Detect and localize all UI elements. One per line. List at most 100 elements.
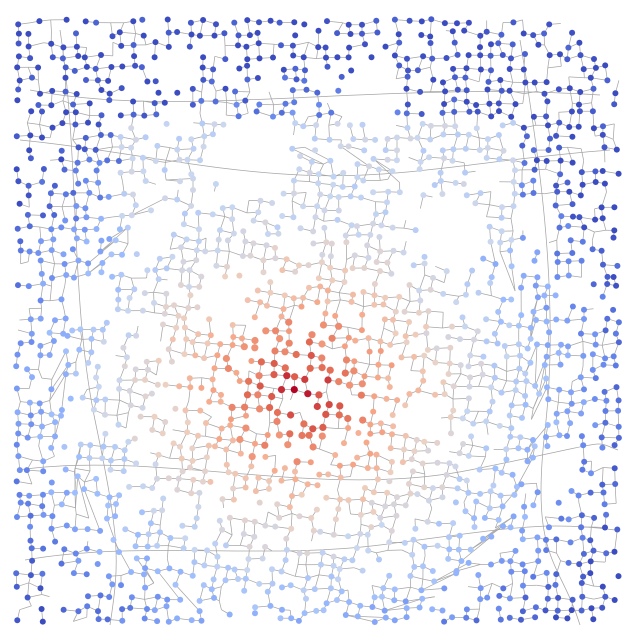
- street-node: [517, 352, 523, 359]
- street-node: [462, 291, 469, 298]
- street-node: [569, 596, 576, 603]
- street-node: [210, 387, 217, 394]
- street-node: [14, 514, 20, 520]
- street-node: [27, 412, 34, 419]
- street-node: [370, 220, 377, 227]
- street-node: [543, 434, 549, 440]
- street-node: [587, 489, 594, 496]
- street-node: [93, 167, 100, 174]
- street-node: [462, 169, 469, 176]
- street-node: [245, 556, 252, 562]
- street-node: [374, 476, 381, 483]
- street-node: [177, 596, 184, 603]
- street-node: [14, 409, 21, 416]
- street-node: [290, 52, 297, 59]
- street-edge: [41, 594, 50, 597]
- street-node: [314, 299, 321, 306]
- street-node: [29, 74, 35, 81]
- street-node: [602, 524, 608, 531]
- street-node: [208, 586, 215, 593]
- street-node: [166, 565, 173, 572]
- street-node: [254, 391, 262, 399]
- street-node: [232, 88, 239, 95]
- street-node: [451, 96, 458, 103]
- street-node: [181, 351, 188, 358]
- street-node: [315, 44, 322, 51]
- street-node: [307, 459, 314, 466]
- street-node: [383, 395, 390, 402]
- street-node: [187, 292, 194, 299]
- street-node: [423, 323, 430, 330]
- street-node: [130, 191, 136, 198]
- street-node: [315, 391, 323, 399]
- street-node: [578, 433, 585, 440]
- street-node: [266, 478, 273, 484]
- street-node: [236, 65, 243, 72]
- street-node: [189, 101, 196, 108]
- street-node: [209, 211, 216, 218]
- street-node: [129, 155, 136, 162]
- street-node: [97, 132, 104, 138]
- street-node: [473, 102, 480, 108]
- street-node: [128, 594, 135, 601]
- street-node: [483, 418, 490, 425]
- street-node: [388, 458, 395, 465]
- street-node: [410, 262, 417, 269]
- street-node: [523, 133, 530, 140]
- street-node: [394, 134, 400, 141]
- street-node: [99, 455, 106, 462]
- street-node: [355, 231, 362, 238]
- street-node: [535, 41, 542, 48]
- street-node: [450, 65, 457, 72]
- street-node: [144, 555, 150, 562]
- street-node: [98, 87, 105, 93]
- street-node: [184, 156, 191, 163]
- street-node: [354, 454, 361, 461]
- street-node: [121, 190, 128, 197]
- street-node: [334, 216, 341, 223]
- street-node: [483, 445, 490, 452]
- street-node: [229, 204, 236, 211]
- street-node: [38, 606, 45, 612]
- street-node: [552, 202, 559, 209]
- street-node: [199, 64, 206, 71]
- street-node: [557, 171, 564, 178]
- street-node: [484, 86, 491, 93]
- street-node: [266, 404, 274, 412]
- street-node: [95, 179, 102, 186]
- street-node: [377, 348, 384, 354]
- street-node: [515, 341, 522, 348]
- street-node: [289, 493, 295, 499]
- street-node: [92, 65, 99, 72]
- street-node: [255, 209, 262, 216]
- street-node: [108, 64, 115, 70]
- street-node: [255, 474, 262, 481]
- street-node: [519, 142, 526, 149]
- street-node: [119, 617, 126, 624]
- street-node: [242, 484, 249, 491]
- street-node: [37, 433, 44, 440]
- street-node: [541, 90, 548, 97]
- street-node: [161, 167, 168, 173]
- street-node: [447, 414, 454, 421]
- street-node: [497, 616, 504, 623]
- street-node: [25, 43, 32, 50]
- street-node: [483, 154, 490, 161]
- street-node: [181, 210, 188, 217]
- street-node: [532, 604, 539, 611]
- street-node: [496, 592, 503, 599]
- street-node: [545, 396, 552, 403]
- street-node: [211, 121, 218, 128]
- street-node: [359, 121, 366, 128]
- street-node: [203, 420, 209, 426]
- street-node: [244, 76, 251, 83]
- street-node: [379, 593, 385, 600]
- street-node: [116, 492, 123, 499]
- street-node: [50, 338, 57, 344]
- street-node: [434, 542, 441, 549]
- street-node: [112, 237, 119, 244]
- street-node: [72, 489, 78, 496]
- street-node: [336, 566, 343, 572]
- street-node: [611, 227, 618, 234]
- street-node: [179, 468, 186, 475]
